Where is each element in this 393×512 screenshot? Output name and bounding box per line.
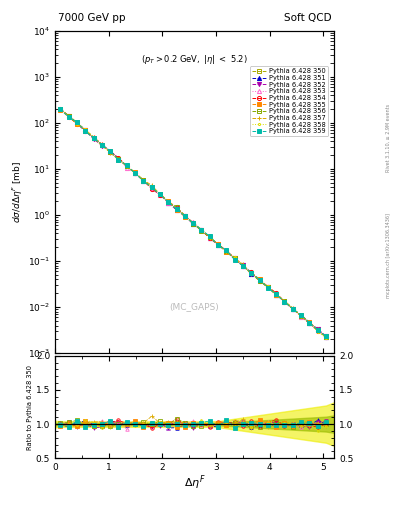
Text: $(p_T > 0.2\ \mathrm{GeV},\ |\eta|\ <\ 5.2)$: $(p_T > 0.2\ \mathrm{GeV},\ |\eta|\ <\ 5… xyxy=(141,53,248,66)
Y-axis label: $d\sigma/d\Delta\eta^F$ [mb]: $d\sigma/d\Delta\eta^F$ [mb] xyxy=(11,161,25,223)
Text: mcplots.cern.ch [arXiv:1306.3436]: mcplots.cern.ch [arXiv:1306.3436] xyxy=(386,214,391,298)
Text: (MC_GAPS): (MC_GAPS) xyxy=(170,303,219,311)
Text: 7000 GeV pp: 7000 GeV pp xyxy=(58,13,125,23)
Text: Soft QCD: Soft QCD xyxy=(284,13,331,23)
X-axis label: $\Delta\eta^F$: $\Delta\eta^F$ xyxy=(184,474,206,492)
Legend: Pythia 6.428 350, Pythia 6.428 351, Pythia 6.428 352, Pythia 6.428 353, Pythia 6: Pythia 6.428 350, Pythia 6.428 351, Pyth… xyxy=(250,67,328,136)
Y-axis label: Ratio to Pythia 6.428 350: Ratio to Pythia 6.428 350 xyxy=(27,365,33,450)
Text: Rivet 3.1.10, ≥ 2.9M events: Rivet 3.1.10, ≥ 2.9M events xyxy=(386,104,391,173)
